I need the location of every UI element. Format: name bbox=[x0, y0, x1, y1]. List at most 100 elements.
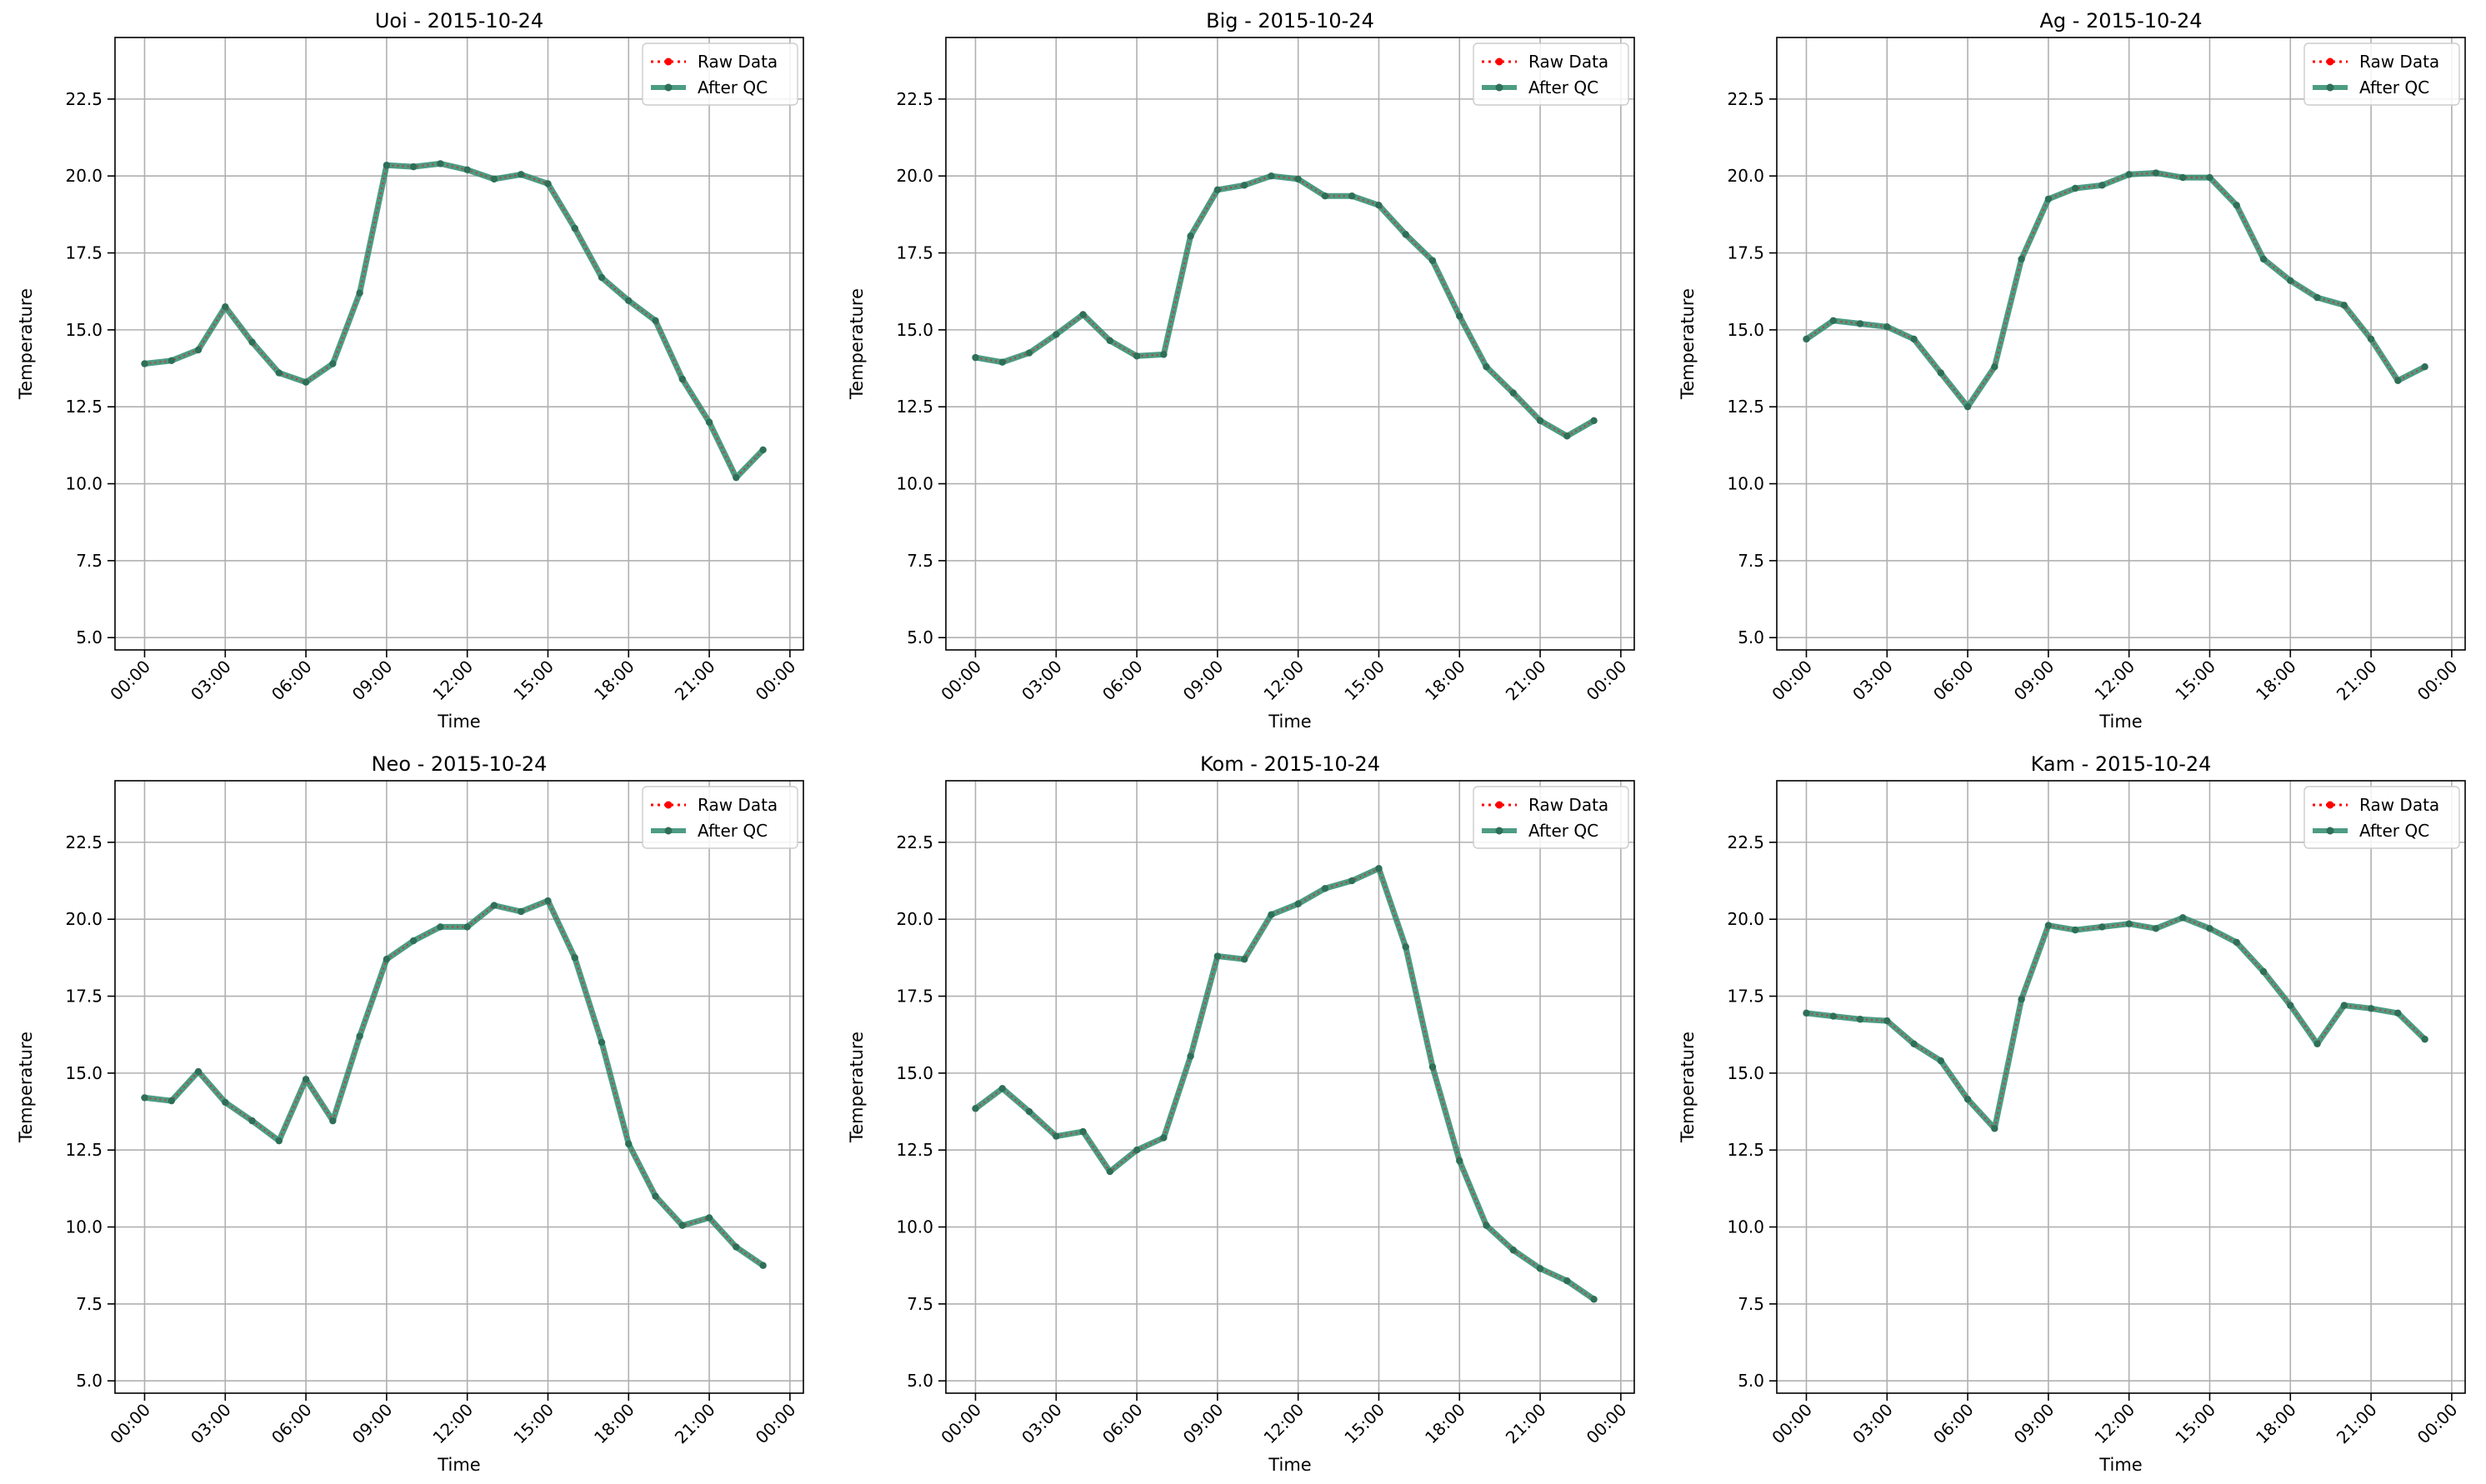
after-qc-point bbox=[2206, 173, 2213, 182]
after-qc-point bbox=[194, 1067, 203, 1076]
legend-qc-label: After QC bbox=[2359, 821, 2429, 841]
y-axis-label: Temperature bbox=[847, 288, 867, 400]
after-qc-point bbox=[678, 375, 687, 383]
subplot-4: 5.0 7.5 10.0 12.5 15.0 17.5 20.0 22.5 00:00 03:00… bbox=[16, 752, 804, 1475]
x-axis-label: Time bbox=[1268, 712, 1311, 732]
x-axis-label: Time bbox=[437, 1455, 480, 1475]
legend-qc-label: After QC bbox=[2359, 77, 2429, 97]
after-qc-point bbox=[652, 317, 659, 324]
after-qc-point bbox=[2018, 996, 2025, 1003]
x-tick-label: 18:00 bbox=[590, 657, 638, 705]
legend-raw-label: Raw Data bbox=[1528, 52, 1608, 72]
after-qc-point bbox=[248, 338, 256, 346]
x-tick-label: 12:00 bbox=[428, 1400, 477, 1448]
x-tick-label: 09:00 bbox=[2010, 1400, 2058, 1448]
after-qc-point bbox=[1053, 1132, 1060, 1140]
x-tick-label: 12:00 bbox=[1259, 657, 1308, 705]
legend-raw-marker bbox=[1495, 57, 1503, 66]
y-tick-label: 17.5 bbox=[65, 243, 103, 263]
y-tick-label: 22.5 bbox=[65, 89, 103, 109]
x-tick-label: 06:00 bbox=[1929, 657, 1978, 705]
after-qc-point bbox=[329, 360, 337, 367]
after-qc-point bbox=[1213, 186, 1222, 194]
series-raw-data-line bbox=[1806, 917, 2426, 1131]
after-qc-point bbox=[2421, 1036, 2428, 1043]
subplot-3: 5.0 7.5 10.0 12.5 15.0 17.5 20.0 22.5 00:00 03:00… bbox=[1678, 9, 2466, 732]
x-tick-label: 00:00 bbox=[1583, 657, 1631, 705]
after-qc-point bbox=[1428, 1063, 1437, 1071]
after-qc-point bbox=[2287, 1002, 2294, 1009]
after-qc-point bbox=[1321, 885, 1329, 892]
x-tick-label: 00:00 bbox=[106, 657, 154, 705]
after-qc-point bbox=[1483, 1222, 1490, 1229]
y-tick-label: 20.0 bbox=[896, 909, 933, 929]
after-qc-point bbox=[998, 1085, 1006, 1092]
after-qc-point bbox=[625, 1140, 633, 1148]
x-tick-label: 03:00 bbox=[187, 1400, 235, 1448]
after-qc-point bbox=[222, 302, 229, 311]
after-qc-point bbox=[222, 1098, 229, 1107]
plot-frame bbox=[1776, 37, 2466, 651]
after-qc-point bbox=[463, 923, 471, 931]
y-tick-label: 7.5 bbox=[1738, 551, 1764, 571]
x-tick-label: 09:00 bbox=[1179, 1400, 1228, 1448]
y-tick-label: 12.5 bbox=[1727, 397, 1764, 417]
x-tick-label: 21:00 bbox=[1502, 1400, 1550, 1448]
series-after-qc-line bbox=[142, 897, 767, 1269]
after-qc-point bbox=[168, 1097, 175, 1105]
after-qc-point bbox=[1079, 1127, 1087, 1136]
after-qc-point bbox=[1025, 1107, 1033, 1116]
after-qc-point bbox=[678, 1222, 687, 1229]
chart-title: Neo - 2015-10-24 bbox=[372, 752, 548, 776]
y-tick-label: 10.0 bbox=[65, 1217, 103, 1237]
after-qc-point bbox=[1240, 956, 1248, 963]
after-qc-point bbox=[248, 1117, 256, 1125]
legend-qc-marker bbox=[2326, 827, 2334, 835]
x-tick-label: 00:00 bbox=[1583, 1400, 1631, 1448]
x-axis-label: Time bbox=[2098, 712, 2142, 732]
after-qc-point bbox=[1079, 311, 1087, 318]
after-qc-point bbox=[598, 1038, 606, 1047]
x-tick-label: 12:00 bbox=[2090, 1400, 2138, 1448]
after-qc-point bbox=[1268, 911, 1275, 918]
x-tick-label: 00:00 bbox=[752, 657, 800, 705]
after-qc-point bbox=[2152, 925, 2160, 932]
after-qc-point bbox=[2313, 1040, 2321, 1047]
legend-qc-marker bbox=[1495, 827, 1503, 835]
series-after-qc-line bbox=[1803, 170, 2428, 410]
after-qc-point bbox=[625, 297, 633, 304]
after-qc-point bbox=[275, 369, 283, 377]
after-qc-point bbox=[1483, 363, 1490, 371]
y-tick-label: 20.0 bbox=[896, 166, 933, 186]
y-tick-label: 20.0 bbox=[1727, 909, 1764, 929]
y-tick-label: 10.0 bbox=[65, 474, 103, 494]
after-qc-point bbox=[2367, 1005, 2375, 1012]
after-qc-point bbox=[1803, 1009, 1810, 1017]
y-tick-label: 15.0 bbox=[896, 1063, 933, 1083]
y-tick-label: 17.5 bbox=[896, 987, 933, 1007]
after-qc-point bbox=[2233, 938, 2240, 947]
y-tick-label: 15.0 bbox=[1727, 1063, 1764, 1083]
x-tick-label: 03:00 bbox=[187, 657, 235, 705]
after-qc-point bbox=[383, 956, 391, 963]
legend-raw-marker bbox=[1495, 801, 1503, 809]
legend-raw-marker bbox=[2326, 57, 2334, 66]
x-tick-label: 00:00 bbox=[937, 1400, 985, 1448]
after-qc-point bbox=[1991, 363, 1998, 371]
subplot-6: 5.0 7.5 10.0 12.5 15.0 17.5 20.0 22.5 00:00 03:00… bbox=[1678, 752, 2466, 1475]
x-tick-label: 15:00 bbox=[1340, 657, 1388, 705]
x-tick-label: 03:00 bbox=[1848, 657, 1897, 705]
x-tick-label: 06:00 bbox=[268, 1400, 316, 1448]
y-tick-label: 12.5 bbox=[896, 1140, 933, 1160]
chart-title: Uoi - 2015-10-24 bbox=[375, 9, 543, 32]
x-tick-label: 12:00 bbox=[2090, 657, 2138, 705]
legend-qc-label: After QC bbox=[698, 77, 768, 97]
after-qc-point bbox=[168, 357, 175, 365]
after-qc-point bbox=[759, 446, 767, 454]
y-tick-label: 22.5 bbox=[1727, 832, 1764, 852]
y-tick-label: 15.0 bbox=[65, 320, 103, 340]
after-qc-point bbox=[1563, 432, 1571, 440]
after-qc-point bbox=[733, 1243, 740, 1251]
after-qc-point bbox=[1829, 1012, 1837, 1020]
